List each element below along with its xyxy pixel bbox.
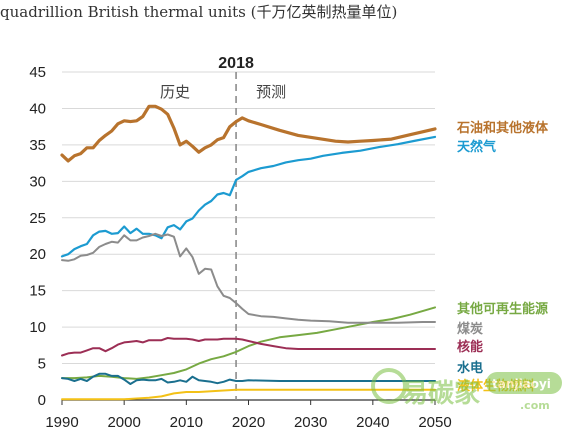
series-lines [60,104,437,401]
watermark-site: tanjiaoyi [492,377,551,391]
y-tick-label: 0 [38,392,46,409]
legend: 石油和其他液体天然气其他可再生能源煤炭核能水电液体生物燃料 [456,120,549,394]
y-axis-tick-labels: 0 5 10 15 20 25 30 35 40 45 [29,64,46,409]
x-tick-label: 2030 [294,414,327,431]
x-tick-label: 2020 [232,414,265,431]
x-tick-label: 2040 [356,414,389,431]
legend-item: 水电 [457,360,483,376]
x-tick-label: 2010 [170,414,203,431]
series-line-2 [61,306,436,380]
watermark-brand: 易碳家 [402,378,480,409]
legend-item: 天然气 [457,139,496,155]
y-tick-label: 20 [29,246,46,263]
legend-item: 其他可再生能源 [457,301,548,317]
gridlines [62,71,435,365]
watermark-domain: .com [520,399,550,412]
history-label: 历史 [160,83,190,101]
chart-title: quadrillion British thermal units (千万亿英制… [0,3,397,21]
x-tick-label: 2050 [418,414,451,431]
x-axis-tick-labels: 1990 2000 2010 2020 2030 2040 2050 [45,414,451,431]
watermark-leaf-icon [371,368,407,404]
legend-item: 核能 [457,339,483,355]
y-tick-label: 30 [29,173,46,190]
series-line-0 [60,104,437,163]
x-tick-label: 2000 [107,414,140,431]
series-line-4 [61,337,436,357]
series-line-1 [60,135,437,258]
y-tick-label: 35 [29,137,46,154]
y-tick-label: 40 [29,100,46,117]
y-tick-label: 15 [29,283,46,300]
y-tick-label: 25 [29,210,46,227]
forecast-label: 预测 [256,83,286,101]
series-line-5 [61,372,436,385]
y-tick-label: 10 [29,319,46,336]
y-tick-label: 45 [29,64,46,81]
legend-item: 石油和其他液体 [456,120,549,136]
legend-item: 煤炭 [457,321,483,337]
series-line-3 [61,232,436,324]
marker-year-label: 2018 [218,55,254,72]
series-line-6 [61,388,436,401]
watermark: 易碳家 tanjiaoyi .com [371,368,562,412]
y-tick-label: 5 [38,356,46,373]
watermark-badge [486,372,562,394]
forecast-divider: 2018 历史 预测 [160,55,286,400]
x-tick-label: 1990 [45,414,78,431]
